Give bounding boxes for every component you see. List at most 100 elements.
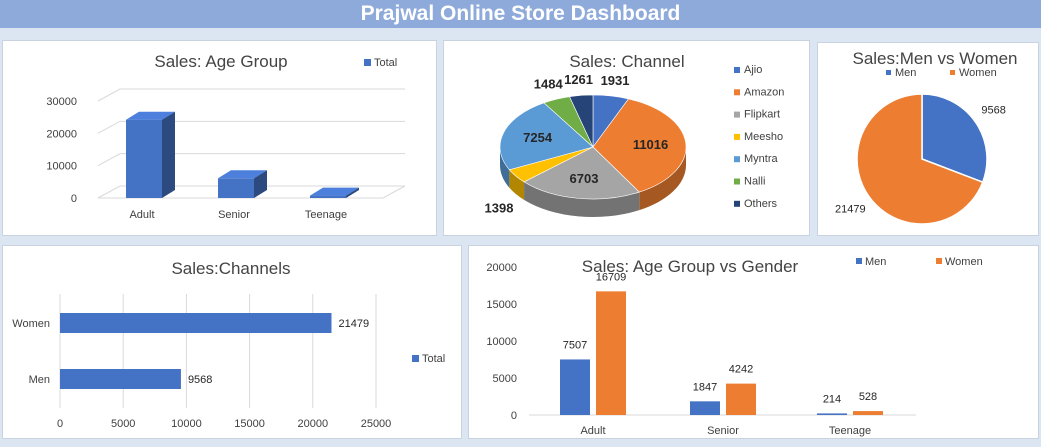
slice-side-amazon xyxy=(639,147,686,211)
data-label-adult-women: 16709 xyxy=(596,271,627,283)
gridline xyxy=(97,88,405,102)
bar-senior xyxy=(218,178,254,198)
gridline xyxy=(97,120,405,134)
legend-swatch-others xyxy=(734,200,740,207)
bar-side xyxy=(346,187,359,198)
data-label-nalli: 1484 xyxy=(534,77,564,92)
bar-teenage-women xyxy=(853,411,883,415)
age-gender-chart: Sales: Age Group vs Gender 0 5000 10000 1500… xyxy=(486,256,983,437)
slice-flipkart xyxy=(523,146,640,200)
dashboard-banner: Prajwal Online Store Dashboard xyxy=(0,0,1041,28)
slice-women xyxy=(856,93,984,225)
channel-chart: Sales: Channel 1931 11016 6703 1398 7254 1484 1… xyxy=(485,52,784,218)
y-tick-label: 0 xyxy=(511,410,517,422)
bar-senior-men xyxy=(690,401,720,415)
x-tick-label: 0 xyxy=(57,418,63,430)
slice-amazon xyxy=(592,98,687,193)
channels-gender-panel: Sales:Channels 0 5000 10000 15000 20000 25000 W… xyxy=(2,245,462,439)
bar-top xyxy=(126,111,175,120)
data-label-men: 9568 xyxy=(188,374,212,386)
x-tick-label: Teenage xyxy=(829,425,871,437)
men-women-panel: Sales:Men vs Women 9568 21479 Men Women xyxy=(817,42,1039,236)
legend-swatch-ajio xyxy=(734,67,740,73)
data-label-women: 21479 xyxy=(338,318,369,330)
x-tick-label: Teenage xyxy=(305,209,347,221)
x-tick-label: 25000 xyxy=(361,418,392,430)
data-label-myntra: 7254 xyxy=(523,130,553,145)
data-label-women: 21479 xyxy=(835,203,866,215)
legend-swatch-flipkart xyxy=(734,111,740,118)
legend-label-amazon: Amazon xyxy=(744,86,784,98)
legend-label-women: Women xyxy=(945,256,983,268)
chart-title: Sales:Men vs Women xyxy=(852,49,1017,68)
legend-label-ajio: Ajio xyxy=(744,64,762,76)
y-tick-label: 5000 xyxy=(493,373,517,385)
data-label-senior-women: 4242 xyxy=(729,364,753,376)
x-tick-label: 10000 xyxy=(171,418,202,430)
y-tick-label: 0 xyxy=(71,193,77,205)
x-tick-label: Adult xyxy=(129,209,154,221)
legend-swatch-women xyxy=(936,258,942,264)
data-label-amazon: 11016 xyxy=(633,137,668,152)
floor-line xyxy=(98,185,406,199)
data-label-ajio: 1931 xyxy=(601,73,630,88)
legend-label-flipkart: Flipkart xyxy=(744,109,780,121)
channels-gender-chart: Sales:Channels 0 5000 10000 15000 20000 25000 W… xyxy=(12,259,445,430)
legend-label-meesho: Meesho xyxy=(744,131,783,143)
y-tick-label: 20000 xyxy=(486,262,517,274)
x-tick-label: Adult xyxy=(580,425,605,437)
slice-men xyxy=(921,93,988,184)
bar-senior-women xyxy=(726,383,756,415)
legend-swatch-women xyxy=(950,70,955,75)
y-tick-label: 10000 xyxy=(486,336,517,348)
age-group-panel: Sales: Age Group 0 10000 20000 30000 Adult Sen… xyxy=(2,40,437,236)
chart-title: Sales: Age Group xyxy=(154,52,287,71)
age-group-chart: Sales: Age Group 0 10000 20000 30000 Adult Sen… xyxy=(46,52,406,221)
y-tick-label: 10000 xyxy=(46,161,77,173)
bar-adult-women xyxy=(596,291,626,415)
bar-teenage-men xyxy=(817,413,847,415)
x-tick-label: 5000 xyxy=(111,418,135,430)
slice-side-myntra xyxy=(500,147,510,188)
gridline xyxy=(97,185,405,199)
bar-top xyxy=(218,170,267,179)
y-tick-label: 20000 xyxy=(46,128,77,140)
bar-top xyxy=(310,187,359,196)
chart-title: Sales: Age Group vs Gender xyxy=(582,257,799,276)
legend-label-men: Men xyxy=(865,256,886,268)
slice-others xyxy=(569,94,594,148)
channel-panel: Sales: Channel 1931 11016 6703 1398 7254 1484 1… xyxy=(443,40,810,236)
data-label-teenage-women: 528 xyxy=(859,391,877,403)
data-label-meesho: 1398 xyxy=(485,201,514,216)
legend-label-total: Total xyxy=(422,353,445,365)
y-tick-label: 15000 xyxy=(486,299,517,311)
bar-adult xyxy=(126,119,162,198)
bar-teenage xyxy=(310,195,346,198)
data-label-flipkart: 6703 xyxy=(570,171,599,186)
x-tick-label: 20000 xyxy=(298,418,329,430)
x-tick-label: Senior xyxy=(707,425,739,437)
legend-swatch-myntra xyxy=(734,156,740,163)
legend-label-men: Men xyxy=(895,67,916,79)
legend-swatch-total xyxy=(364,59,371,66)
bar-men xyxy=(60,369,181,389)
legend-swatch-meesho xyxy=(734,133,740,140)
legend-swatch-total xyxy=(412,355,419,362)
slice-side-meesho xyxy=(509,169,525,200)
data-label-senior-men: 1847 xyxy=(693,381,717,393)
legend-label-total: Total xyxy=(374,57,397,69)
men-women-chart: Sales:Men vs Women 9568 21479 Men Women xyxy=(835,49,1018,225)
gridline xyxy=(97,153,405,167)
x-tick-label: Senior xyxy=(218,209,250,221)
y-tick-label: 30000 xyxy=(46,96,77,108)
legend-swatch-men xyxy=(856,258,862,264)
legend-swatch-nalli xyxy=(734,178,740,185)
data-label-men: 9568 xyxy=(981,105,1005,117)
dashboard-title: Prajwal Online Store Dashboard xyxy=(360,2,681,25)
chart-title: Sales: Channel xyxy=(569,52,684,71)
bar-side xyxy=(254,170,267,198)
legend-swatch-men xyxy=(886,70,891,75)
slice-side-flipkart xyxy=(524,181,640,218)
y-tick-label: Men xyxy=(29,374,50,386)
legend-label-myntra: Myntra xyxy=(744,153,779,165)
